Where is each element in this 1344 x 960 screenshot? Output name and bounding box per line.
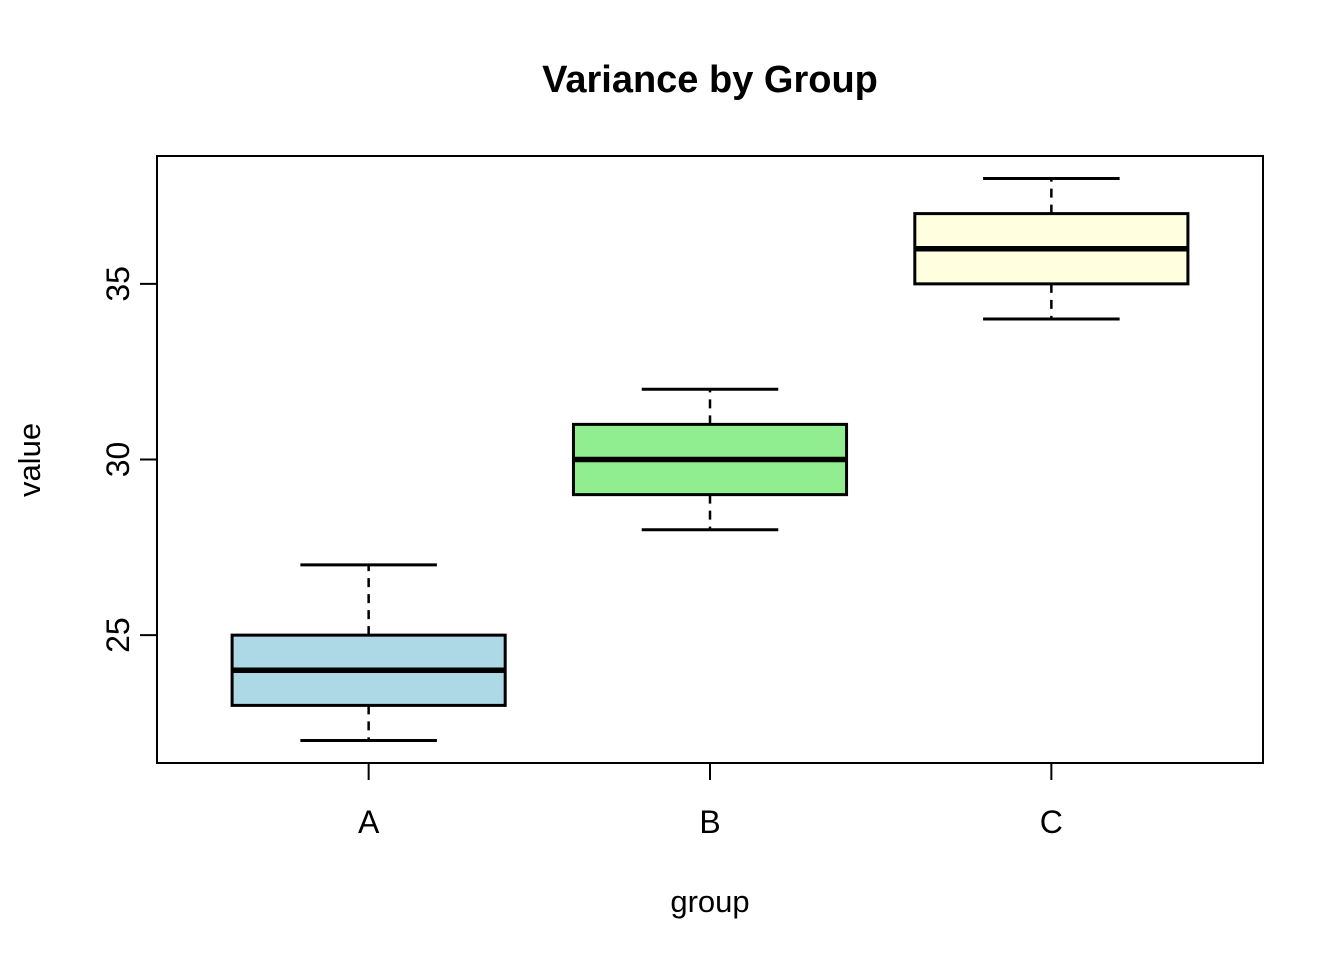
x-tick-label: B [699,804,720,840]
y-tick-label: 35 [100,266,136,302]
y-axis-label: value [12,422,47,498]
boxplot-group-A [230,563,507,743]
x-tick-label: C [1040,804,1063,840]
x-tick-label: A [358,804,380,840]
boxplot-group-B [571,387,849,532]
y-tick-label: 30 [100,442,136,478]
x-axis-label: group [670,884,750,919]
boxplot-group-C [913,176,1190,321]
chart-title: Variance by Group [542,59,878,101]
y-tick-label: 25 [100,617,136,653]
